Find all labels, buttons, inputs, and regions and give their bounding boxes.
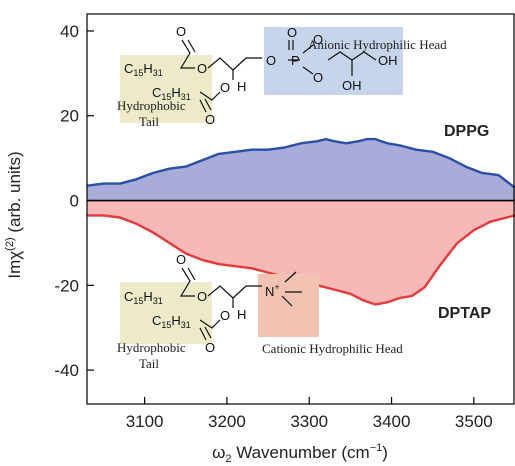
y-axis: -40 -20 0 20 40 [54, 22, 94, 380]
dptap-n-label: N+ [265, 282, 280, 299]
series-line-dppg [86, 137, 515, 189]
dptap-cationic-head-label: Cationic Hydrophilic Head [262, 341, 403, 356]
x-axis-label: ω2 Wavenumber (cm−1) [212, 442, 388, 465]
series-layer [86, 137, 515, 306]
y-tick-label: -20 [54, 276, 79, 295]
x-tick-label: 3200 [208, 412, 246, 431]
dppg-o-glycerol: O [313, 70, 323, 85]
series-label-dptap: DPTAP [438, 305, 491, 322]
dppg-oh-1: OH [378, 53, 398, 68]
dppg-tail-label-1: Hydrophobic [117, 98, 186, 113]
y-tick-label: -40 [54, 361, 79, 380]
dppg-o-double: O [287, 25, 297, 40]
x-axis: 3100 3200 3300 3400 3500 [126, 397, 493, 431]
dptap-o-ester2: O [220, 308, 230, 323]
dptap-chain-1: C15H31 [124, 289, 163, 306]
series-area-dppg [87, 139, 515, 201]
x-tick-label: 3100 [126, 412, 164, 431]
dppg-o-ester1: O [197, 61, 207, 76]
x-tick-label: 3500 [455, 412, 493, 431]
dptap-cationic-head-box [258, 274, 319, 337]
dptap-tail-label-1: Hydrophobic [117, 340, 186, 355]
dppg-h-label: H [237, 79, 246, 94]
dptap-chain-2: C15H31 [152, 313, 191, 330]
x-tick-label: 3400 [373, 412, 411, 431]
dptap-h-label: H [237, 307, 246, 322]
dppg-oh-2: OH [342, 78, 362, 93]
dppg-anionic-head-label: Anionic Hydrophilic Head [308, 37, 447, 52]
dppg-tail-label-2: Tail [139, 114, 159, 129]
x-tick-label: 3300 [290, 412, 328, 431]
plot-frame [86, 13, 515, 405]
dptap-tail-box [120, 282, 212, 344]
y-tick-label: 40 [60, 22, 79, 41]
dppg-o-minus: O [313, 32, 323, 47]
y-tick-label: 0 [70, 192, 79, 211]
dptap-o-ester1: O [197, 289, 207, 304]
dptap-tail-label-2: Tail [139, 356, 159, 371]
dptap-molecule: O O H O O N+ C15H31 C15H31 Cationic Hydr… [117, 252, 403, 371]
dppg-chain-2: C15H31 [152, 85, 191, 102]
series-label-dppg: DPPG [444, 123, 489, 140]
dppg-anionic-head-box [264, 27, 403, 95]
dppg-o-ester2: O [220, 80, 230, 95]
series-area-dptap [87, 200, 515, 305]
y-tick-label: 20 [60, 107, 79, 126]
dppg-chain-1: C15H31 [124, 61, 163, 78]
dptap-o-top: O [176, 252, 186, 267]
dppg-molecule: O O H O O O O P O O OH OH C15H31 C15H31 … [117, 24, 447, 129]
dppg-p-label: P [291, 53, 300, 68]
dptap-o-bottom: O [205, 340, 215, 355]
dppg-o-bottom: O [205, 112, 215, 127]
dppg-o-link: O [266, 53, 276, 68]
y-axis-label: Imχ(2) (arb. units) [4, 151, 24, 278]
dppg-o-top: O [176, 24, 186, 39]
dppg-tail-box [120, 55, 212, 123]
